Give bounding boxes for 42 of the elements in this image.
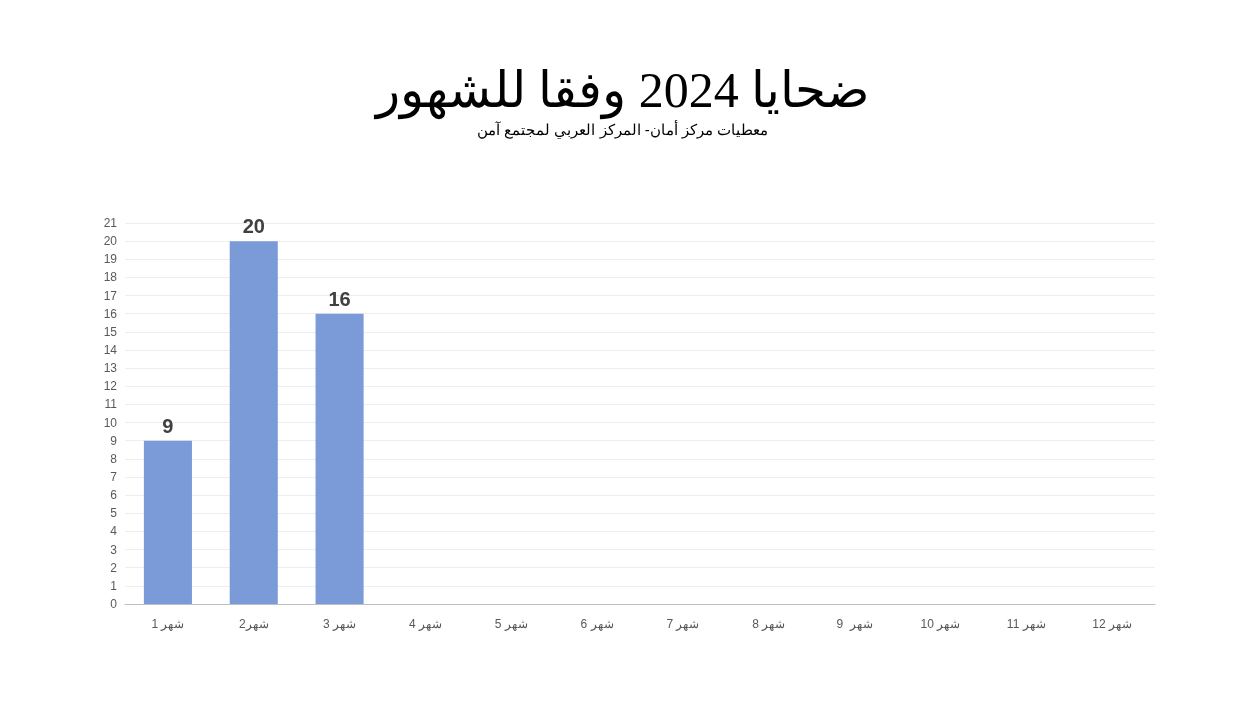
- x-tick-label: شهر 10: [920, 617, 961, 631]
- y-tick-label: 3: [110, 542, 118, 557]
- y-tick-label: 0: [110, 597, 118, 611]
- chart-subtitle: معطيات مركز أمان- المركز العربي لمجتمع آمن: [476, 121, 769, 139]
- y-tick-label: 2: [110, 560, 118, 575]
- bar: [229, 241, 278, 604]
- x-tick-label: شهر 12: [1092, 617, 1132, 631]
- x-tick-label: شهر 9: [836, 617, 873, 631]
- x-tick-label: شهر 8: [752, 617, 786, 631]
- x-tick-label: شهر 6: [580, 617, 614, 631]
- x-tick-label: شهر 1: [151, 617, 185, 631]
- data-label: 9: [162, 414, 174, 437]
- bar: [143, 440, 192, 604]
- data-label: 16: [328, 287, 351, 310]
- x-tick-label: شهر 5: [494, 617, 528, 631]
- y-tick-label: 20: [103, 234, 118, 249]
- x-tick-label: شهر 3: [323, 617, 357, 631]
- chart-title: ضحايا 2024 وفقا للشهور: [373, 61, 871, 120]
- y-tick-label: 21: [103, 216, 118, 230]
- y-tick-label: 8: [110, 451, 118, 466]
- y-tick-label: 9: [110, 433, 118, 448]
- y-tick-label: 11: [104, 397, 118, 412]
- x-tick-label: شهر 11: [1006, 617, 1046, 631]
- y-tick-label: 18: [103, 270, 118, 285]
- y-tick-label: 16: [103, 306, 118, 321]
- y-tick-label: 14: [103, 343, 118, 357]
- y-tick-label: 15: [103, 324, 118, 339]
- y-tick-label: 1: [110, 578, 118, 593]
- y-tick-label: 6: [110, 488, 118, 503]
- x-tick-label: شهر 4: [408, 617, 442, 631]
- data-label: 20: [242, 215, 265, 238]
- y-tick-label: 17: [103, 288, 118, 303]
- y-tick-label: 10: [103, 415, 118, 430]
- x-tick-label: شهر 7: [666, 617, 700, 631]
- y-tick-label: 12: [103, 379, 118, 394]
- x-tick-label: شهر2: [238, 617, 269, 631]
- y-tick-label: 7: [110, 470, 118, 484]
- y-tick-label: 13: [103, 361, 118, 376]
- y-tick-label: 4: [110, 524, 118, 539]
- y-tick-label: 19: [103, 252, 118, 267]
- bar: [315, 313, 364, 604]
- y-tick-label: 5: [110, 506, 118, 521]
